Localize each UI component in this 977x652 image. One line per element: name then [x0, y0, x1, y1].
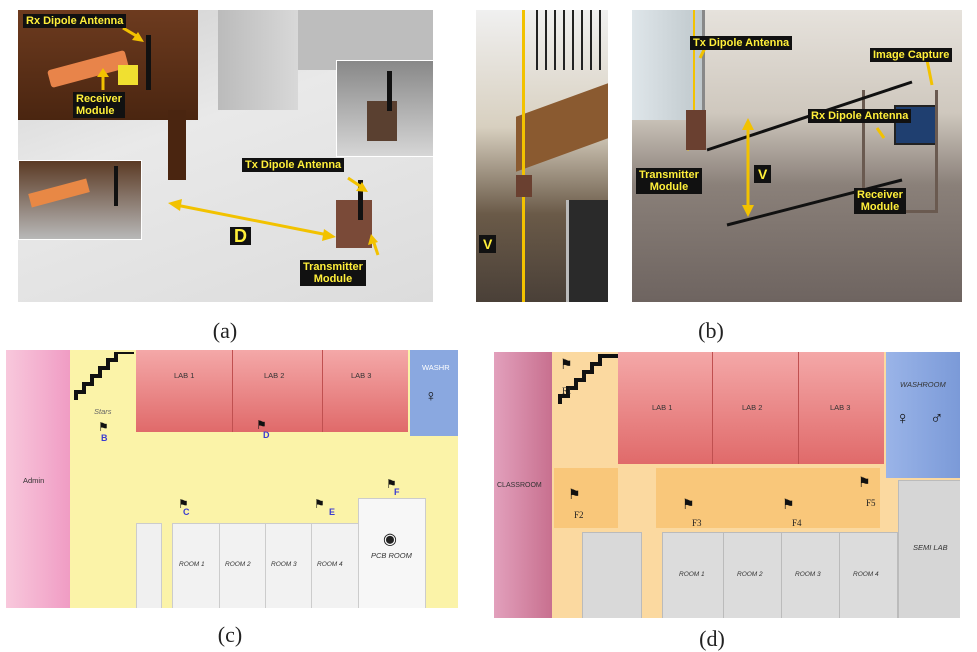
vertical-label-b2: V	[754, 165, 772, 183]
lab2-label-d: LAB 2	[742, 403, 763, 412]
washroom-label-d: WASHROOM	[900, 380, 946, 389]
caption-b: (b)	[698, 318, 724, 343]
classroom: CLASSROOM	[494, 352, 552, 618]
caption-c: (c)	[217, 622, 243, 647]
window-left	[632, 10, 705, 120]
floor-plan-d: CLASSROOM LAB 1 LAB 2 LAB 3 WASHROOM ♀ ♂…	[494, 352, 960, 618]
corridor-highlight	[656, 468, 880, 528]
pointer-arrows	[97, 26, 380, 256]
vertical-label-b: V	[479, 235, 497, 253]
room2-label-d: ROOM 2	[737, 571, 763, 578]
yellow-block	[118, 65, 138, 85]
table-leg	[168, 110, 186, 180]
image-capture-label: Image Capture	[870, 48, 953, 62]
lab3-label-d: LAB 3	[830, 403, 851, 412]
door-frame	[218, 10, 298, 110]
room1-label-d: ROOM 1	[679, 571, 705, 578]
tx-antenna-label: Tx Dipole Antenna	[242, 158, 345, 172]
caption-a: (a)	[212, 318, 238, 343]
photo-b-setup: Tx Dipole Antenna Image Capture Rx Dipol…	[632, 10, 962, 302]
stairs-icon	[74, 352, 134, 400]
wireless-icon: ◉	[383, 531, 397, 548]
stair-rail	[536, 10, 608, 70]
transmitter-module-label-b: Transmitter Module	[636, 168, 702, 194]
room1-label: ROOM 1	[179, 561, 205, 568]
tx-antenna-rod	[358, 180, 363, 220]
female-icon: ♀	[425, 388, 437, 405]
flag-f4: ⚑ F4	[782, 496, 802, 528]
photo-a: Rx Dipole Antenna Receiver Module Tx Dip…	[18, 10, 433, 302]
female-icon-d: ♀	[896, 408, 910, 428]
left-highlight	[554, 468, 618, 528]
distance-label: D	[230, 227, 251, 245]
ceiling-beam	[516, 83, 608, 172]
room4-label-d: ROOM 4	[853, 571, 879, 578]
rx-antenna-label-b: Rx Dipole Antenna	[808, 109, 912, 123]
washroom: WASHR ♀	[410, 350, 458, 436]
admin-label: Admin	[23, 476, 45, 485]
storage-room-d	[582, 532, 642, 618]
inset-receiver-photo	[18, 160, 142, 240]
flag-f: ⚑ F	[386, 477, 400, 497]
room2-label: ROOM 2	[225, 561, 251, 568]
flag-b: ⚑ B	[98, 420, 109, 443]
stairs-label: Stars	[94, 407, 112, 416]
hanging-rope	[522, 10, 525, 302]
lab1-label: LAB 1	[174, 371, 195, 380]
flag-f5: ⚑ F5	[858, 474, 876, 508]
transmitter-device	[336, 200, 372, 248]
pcb-room-label: PCB ROOM	[371, 551, 412, 560]
room4-label: ROOM 4	[317, 561, 343, 568]
tx-antenna-label-b: Tx Dipole Antenna	[690, 36, 793, 50]
room3-label: ROOM 3	[271, 561, 297, 568]
distance-arrow	[168, 199, 336, 241]
stairs-icon-d	[558, 354, 618, 404]
door	[566, 200, 608, 302]
photo-b-vertical: V	[476, 10, 608, 302]
corridor-post	[136, 523, 162, 608]
transmitter-module-label: Transmitter Module	[300, 260, 366, 286]
classroom-label: CLASSROOM	[497, 482, 542, 489]
flag-f1: ⚑ F1	[560, 356, 573, 396]
inset-transmitter-photo	[336, 60, 433, 157]
receiver-module-label: Receiver Module	[73, 92, 125, 118]
flag-e: ⚑ E	[314, 497, 336, 517]
washroom-d: WASHROOM ♀ ♂	[886, 352, 960, 478]
hanging-module	[516, 175, 532, 197]
semi-lab: SEMI LAB	[898, 480, 960, 618]
rx-antenna-label: Rx Dipole Antenna	[23, 14, 127, 28]
hanging-tx-module	[686, 110, 706, 150]
flag-f3: ⚑ F3	[682, 496, 702, 528]
rx-antenna-rod	[146, 35, 151, 90]
flag-d: ⚑ D	[256, 418, 270, 440]
lab2-label: LAB 2	[264, 371, 285, 380]
semi-lab-label: SEMI LAB	[913, 543, 948, 552]
pcb-room: ◉ PCB ROOM	[358, 498, 426, 608]
lab1-label-d: LAB 1	[652, 403, 673, 412]
male-icon-d: ♂	[930, 408, 944, 428]
lab3-label: LAB 3	[351, 371, 372, 380]
admin-room: Admin	[6, 350, 70, 608]
washroom-label: WASHR	[422, 363, 450, 372]
flag-c: ⚑ C	[178, 497, 190, 517]
flag-f2: ⚑ F2	[568, 486, 584, 520]
room3-label-d: ROOM 3	[795, 571, 821, 578]
lab-block: LAB 1 LAB 2 LAB 3	[136, 350, 408, 432]
rooms-row: ROOM 1 ROOM 2 ROOM 3 ROOM 4	[172, 523, 360, 608]
floor-plan-c: Admin Stars LAB 1 LAB 2 LAB 3 WASHR ♀ RO…	[6, 350, 458, 608]
caption-d: (d)	[699, 626, 725, 651]
lab-block-d: LAB 1 LAB 2 LAB 3	[618, 352, 884, 464]
rooms-row-d: ROOM 1 ROOM 2 ROOM 3 ROOM 4	[662, 532, 898, 618]
receiver-module-label-b: Receiver Module	[854, 188, 906, 214]
